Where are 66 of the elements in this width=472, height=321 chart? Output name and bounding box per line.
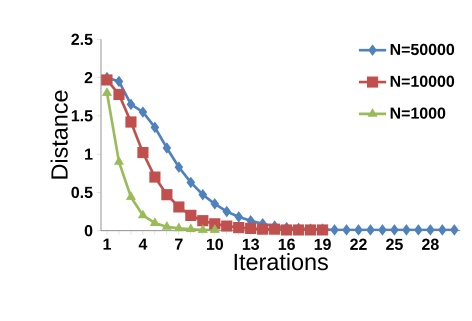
point xyxy=(114,76,124,87)
x-tick-label: 10 xyxy=(206,238,223,250)
point xyxy=(114,156,124,165)
point xyxy=(126,191,136,200)
point xyxy=(342,224,351,236)
point xyxy=(150,217,160,226)
x-tick-label: 28 xyxy=(422,238,439,250)
point xyxy=(173,201,184,213)
x-tick-label: 25 xyxy=(386,238,403,250)
point xyxy=(414,224,423,236)
point xyxy=(137,147,148,158)
point xyxy=(125,116,137,128)
point xyxy=(378,224,387,236)
point xyxy=(174,222,184,232)
point xyxy=(149,172,160,183)
point xyxy=(402,224,411,236)
y-tick-label: 2.5 xyxy=(71,34,93,45)
point xyxy=(366,224,375,236)
point xyxy=(210,198,220,210)
point xyxy=(450,224,459,236)
x-axis-title: Iterations xyxy=(234,253,328,270)
point xyxy=(330,224,339,236)
y-tick-label: 1.5 xyxy=(72,110,93,122)
point xyxy=(354,224,363,236)
legend-label: N=10000 xyxy=(390,76,454,87)
point xyxy=(257,224,268,235)
x-tick-label: 16 xyxy=(278,238,295,250)
point xyxy=(186,224,196,232)
point xyxy=(197,215,208,226)
point xyxy=(126,98,136,110)
point xyxy=(390,224,399,236)
point xyxy=(174,162,184,173)
point xyxy=(222,206,232,218)
point xyxy=(269,224,280,235)
point xyxy=(438,224,447,236)
point xyxy=(221,220,232,232)
point xyxy=(113,88,125,100)
y-tick-label: 1 xyxy=(85,148,93,160)
point xyxy=(138,210,148,218)
x-tick-label: 4 xyxy=(138,238,148,250)
y-tick-label: 0.5 xyxy=(71,186,93,198)
point xyxy=(198,189,208,200)
point xyxy=(162,142,172,154)
x-tick-label: 22 xyxy=(350,238,367,250)
legend-label: N=50000 xyxy=(390,44,454,56)
x-tick-label: 1 xyxy=(104,238,111,250)
point xyxy=(162,221,172,230)
y-tick-label: 2 xyxy=(84,72,92,84)
point xyxy=(185,210,196,221)
x-tick-label: 13 xyxy=(242,238,259,250)
point xyxy=(210,224,220,233)
point xyxy=(198,224,208,233)
x-tick-label: 19 xyxy=(314,238,331,250)
y-axis-title: Distance xyxy=(50,90,68,179)
point xyxy=(102,87,112,96)
legend-label: N=1000 xyxy=(390,108,446,119)
point xyxy=(234,211,243,222)
y-tick-label: 0 xyxy=(84,225,92,236)
point xyxy=(245,222,256,234)
x-tick-label: 7 xyxy=(175,238,183,250)
point xyxy=(233,222,244,234)
point xyxy=(138,106,148,118)
point xyxy=(186,176,196,188)
point xyxy=(426,224,435,236)
point xyxy=(150,122,160,133)
point xyxy=(161,189,172,200)
